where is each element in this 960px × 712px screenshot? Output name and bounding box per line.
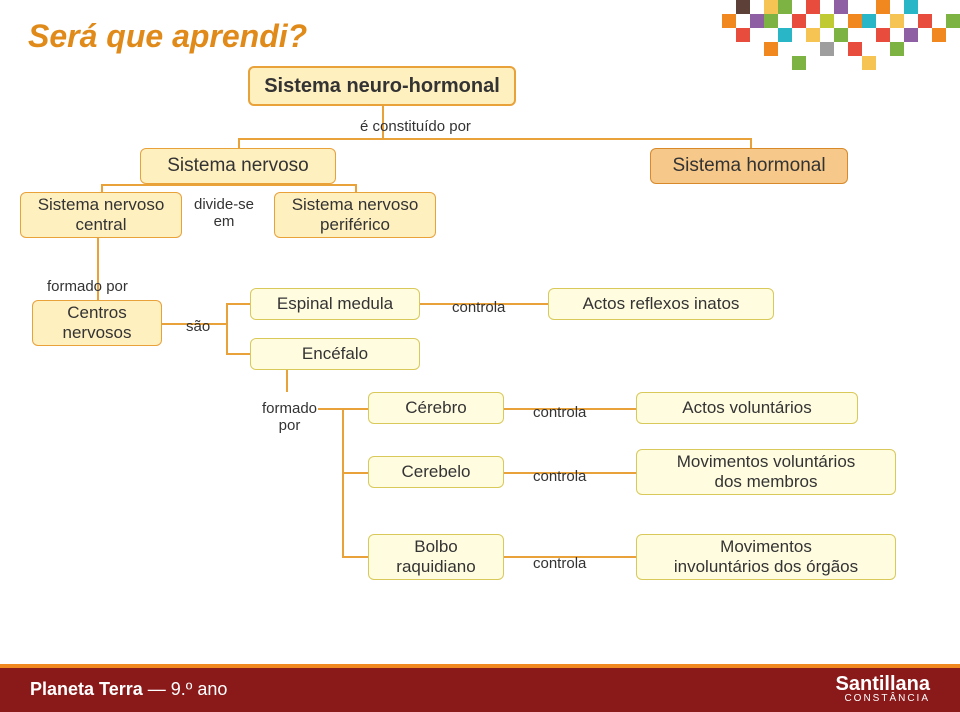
node-sistema_hormonal: Sistema hormonal [650,148,848,184]
mosaic-pixel [946,14,960,28]
mosaic-pixel [862,56,876,70]
mosaic-pixel [834,0,848,14]
node-sistema_nervoso: Sistema nervoso [140,148,336,184]
label-sao: são [186,318,210,335]
mosaic-pixel [904,28,918,42]
node-mov_invol: Movimentosinvoluntários dos órgãos [636,534,896,580]
mosaic-pixel [764,0,778,14]
node-snc: Sistema nervosocentral [20,192,182,238]
connector-segment [238,138,240,148]
label-controla2: controla [533,404,586,421]
connector-segment [238,138,752,140]
connector-segment [342,408,344,558]
node-cerebelo: Cerebelo [368,456,504,488]
connector-segment [750,138,752,148]
node-mov_vol: Movimentos voluntáriosdos membros [636,449,896,495]
mosaic-pixel [890,14,904,28]
connector-segment [342,556,368,558]
mosaic-pixel [820,14,834,28]
node-voluntarios: Actos voluntários [636,392,858,424]
label-controla3: controla [533,468,586,485]
label-constituido: é constituído por [360,118,471,135]
mosaic-pixel [820,42,834,56]
footer-brand: Santillana CONSTÂNCIA [836,674,930,704]
mosaic-pixel [848,14,862,28]
label-controla1: controla [452,299,505,316]
footer-brand-sub: CONSTÂNCIA [836,694,930,704]
page-title: Será que aprendi? [28,18,307,55]
mosaic-pixel [876,0,890,14]
mosaic-pixel [876,28,890,42]
mosaic-pixel [764,14,778,28]
footer-brand-name: Santillana [836,673,930,695]
connector-segment [226,353,250,355]
node-espinal: Espinal medula [250,288,420,320]
connector-segment [342,472,368,474]
mosaic-pixel [778,28,792,42]
node-root: Sistema neuro-hormonal [248,66,516,106]
mosaic-pixel [834,28,848,42]
connector-segment [226,303,250,305]
node-centros: Centrosnervosos [32,300,162,346]
mosaic-pixel [862,14,876,28]
decorative-mosaic [700,0,960,90]
mosaic-pixel [736,28,750,42]
mosaic-pixel [848,42,862,56]
mosaic-pixel [918,14,932,28]
footer: Planeta Terra — 9.º ano Santillana CONST… [0,656,960,712]
footer-left-rest: — 9.º ano [143,679,228,699]
mosaic-pixel [932,28,946,42]
connector-segment [318,408,344,410]
connector-segment [286,370,288,392]
mosaic-pixel [750,14,764,28]
node-reflexos: Actos reflexos inatos [548,288,774,320]
mosaic-pixel [736,0,750,14]
label-divide: divide-seem [194,196,254,231]
mosaic-pixel [792,14,806,28]
mosaic-pixel [792,56,806,70]
node-encefalo: Encéfalo [250,338,420,370]
node-snp: Sistema nervosoperiférico [274,192,436,238]
mosaic-pixel [722,14,736,28]
mosaic-pixel [890,42,904,56]
mosaic-pixel [764,42,778,56]
mosaic-pixel [904,0,918,14]
node-cerebro: Cérebro [368,392,504,424]
footer-left-text: Planeta Terra — 9.º ano [30,679,227,700]
footer-left-bold: Planeta Terra [30,679,143,699]
connector-segment [101,184,357,186]
label-formado1: formado por [47,278,128,295]
mosaic-pixel [778,0,792,14]
node-bolbo: Bolboraquidiano [368,534,504,580]
connector-segment [226,303,228,355]
label-controla4: controla [533,555,586,572]
label-formado2: formadopor [262,400,317,435]
mosaic-pixel [806,0,820,14]
mosaic-pixel [806,28,820,42]
connector-segment [342,408,368,410]
